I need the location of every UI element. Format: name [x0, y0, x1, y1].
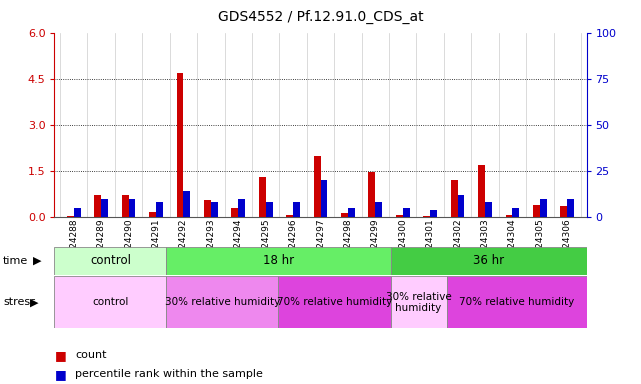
Bar [204, 200, 211, 217]
Bar [101, 199, 108, 217]
Bar [149, 212, 156, 217]
Text: ■: ■ [54, 368, 66, 381]
Bar [129, 199, 135, 217]
Bar [54, 276, 167, 328]
Bar [341, 213, 348, 217]
Bar [390, 276, 447, 328]
Bar [94, 195, 101, 217]
Bar [478, 165, 485, 217]
Text: time: time [3, 256, 28, 266]
Text: 70% relative humidity: 70% relative humidity [277, 297, 392, 308]
Bar [54, 247, 167, 275]
Bar [167, 247, 390, 275]
Bar [167, 276, 278, 328]
Bar [376, 202, 382, 217]
Bar [278, 276, 390, 328]
Bar [265, 202, 272, 217]
Text: 36 hr: 36 hr [473, 254, 504, 267]
Bar [122, 195, 129, 217]
Bar [183, 191, 190, 217]
Bar [67, 216, 74, 217]
Text: 30% relative humidity: 30% relative humidity [165, 297, 280, 308]
Bar [396, 215, 403, 217]
Bar [423, 216, 430, 217]
Text: count: count [75, 350, 106, 360]
Bar [259, 177, 265, 217]
Text: percentile rank within the sample: percentile rank within the sample [75, 369, 263, 379]
Bar [447, 276, 587, 328]
Bar [211, 202, 218, 217]
Bar [430, 210, 437, 217]
Text: control: control [90, 254, 131, 267]
Bar [231, 208, 238, 217]
Bar [320, 180, 328, 217]
Bar [390, 247, 587, 275]
Text: 70% relative humidity: 70% relative humidity [459, 297, 574, 308]
Bar [348, 208, 354, 217]
Bar [451, 180, 458, 217]
Bar [567, 199, 574, 217]
Text: 18 hr: 18 hr [263, 254, 294, 267]
Bar [533, 205, 540, 217]
Text: control: control [92, 297, 129, 308]
Bar [313, 156, 320, 217]
Bar [458, 195, 465, 217]
Bar [403, 208, 410, 217]
Bar [560, 206, 567, 217]
Text: stress: stress [3, 297, 36, 308]
Bar [74, 208, 81, 217]
Text: 30% relative
humidity: 30% relative humidity [386, 291, 451, 313]
Bar [238, 199, 245, 217]
Bar [369, 172, 376, 217]
Text: ■: ■ [54, 349, 66, 362]
Bar [156, 202, 163, 217]
Text: ▶: ▶ [30, 297, 38, 308]
Bar [176, 73, 183, 217]
Bar [506, 215, 512, 217]
Text: GDS4552 / Pf.12.91.0_CDS_at: GDS4552 / Pf.12.91.0_CDS_at [218, 10, 423, 24]
Bar [540, 199, 547, 217]
Bar [485, 202, 492, 217]
Bar [293, 202, 300, 217]
Bar [512, 208, 519, 217]
Text: ▶: ▶ [33, 256, 42, 266]
Bar [287, 215, 293, 217]
